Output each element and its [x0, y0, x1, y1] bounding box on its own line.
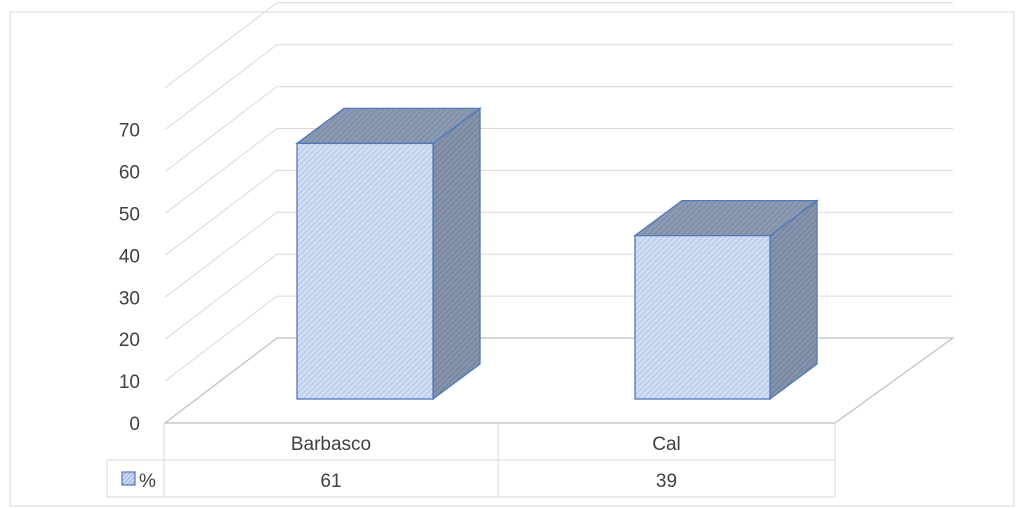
chart-floor: [163, 337, 955, 424]
gridline-side: [164, 86, 278, 172]
gridline-side: [164, 44, 278, 131]
gridline-side: [164, 128, 278, 214]
y-tick-label: 40: [119, 246, 140, 267]
category-label: Barbasco: [291, 434, 371, 455]
gridline-side: [164, 170, 278, 256]
gridline-side: [164, 295, 278, 382]
grid: [163, 2, 955, 424]
data-value-label: 39: [656, 471, 677, 492]
gridline-side: [164, 253, 278, 340]
bar-front: [634, 234, 771, 400]
y-tick-label: 60: [119, 163, 140, 184]
y-tick-label: 20: [119, 330, 140, 351]
y-tick-label: 30: [119, 288, 140, 309]
gridline-side: [164, 211, 278, 298]
bar-front: [296, 142, 434, 400]
bar-barbasco: [295, 107, 482, 401]
y-axis: 0 10 20 30 40 50 60 70: [119, 121, 140, 435]
data-table: Barbasco 61 Cal 39%: [106, 423, 836, 498]
y-tick-label: 50: [119, 205, 140, 226]
bar-side: [432, 107, 481, 401]
legend-swatch: [121, 471, 136, 486]
y-tick-label: 0: [129, 414, 140, 435]
chart-border: [9, 11, 1015, 507]
legend-series-name: %: [139, 471, 156, 492]
category-label: Cal: [652, 434, 681, 455]
gridline-side: [164, 2, 278, 89]
y-tick-label: 70: [119, 121, 140, 142]
bars: [295, 107, 819, 401]
y-tick-label: 10: [119, 372, 140, 393]
bar-cal: [633, 199, 819, 401]
data-value-label: 61: [320, 471, 341, 492]
